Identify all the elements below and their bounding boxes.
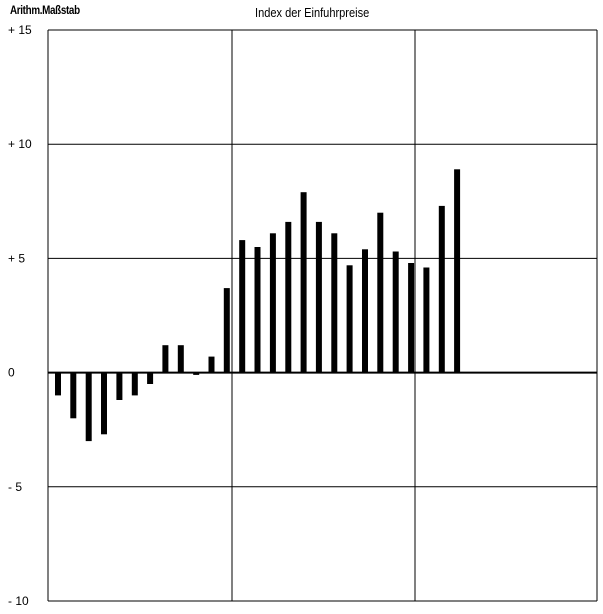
bar xyxy=(346,265,353,373)
bar xyxy=(177,345,184,373)
chart-title: Index der Einfuhrpreise xyxy=(255,5,370,20)
bar xyxy=(300,192,307,373)
bar xyxy=(254,247,261,373)
bar xyxy=(131,372,138,396)
bar xyxy=(269,233,276,373)
bar xyxy=(55,372,61,396)
bar xyxy=(147,372,154,384)
bar xyxy=(423,267,430,373)
bar xyxy=(408,263,415,373)
bar xyxy=(70,372,77,419)
y-tick-label: - 5 xyxy=(8,480,22,494)
grid xyxy=(47,29,598,602)
y-tick-label: + 15 xyxy=(8,23,32,37)
bar xyxy=(116,372,123,400)
bars xyxy=(55,169,461,442)
bar xyxy=(454,169,461,373)
bar xyxy=(101,372,107,435)
bar xyxy=(85,372,92,442)
y-tick-label: + 10 xyxy=(8,137,32,151)
bar xyxy=(315,221,322,373)
bar xyxy=(193,372,200,375)
y-tick-label: + 5 xyxy=(8,251,25,265)
y-tick-label: 0 xyxy=(8,366,15,380)
y-axis-ticks: + 15 + 10 + 5 0 - 5 - 10 xyxy=(8,23,32,608)
bar xyxy=(239,240,246,373)
scale-label: Arithm.Maßstab xyxy=(10,3,80,17)
bar xyxy=(392,251,399,373)
y-tick-label: - 10 xyxy=(8,594,29,608)
bar xyxy=(208,356,215,373)
bar xyxy=(285,221,292,373)
bar xyxy=(377,212,384,373)
bar xyxy=(362,249,368,373)
bar xyxy=(438,205,445,373)
bar xyxy=(331,233,338,373)
bar xyxy=(162,345,169,373)
bar xyxy=(223,288,230,373)
